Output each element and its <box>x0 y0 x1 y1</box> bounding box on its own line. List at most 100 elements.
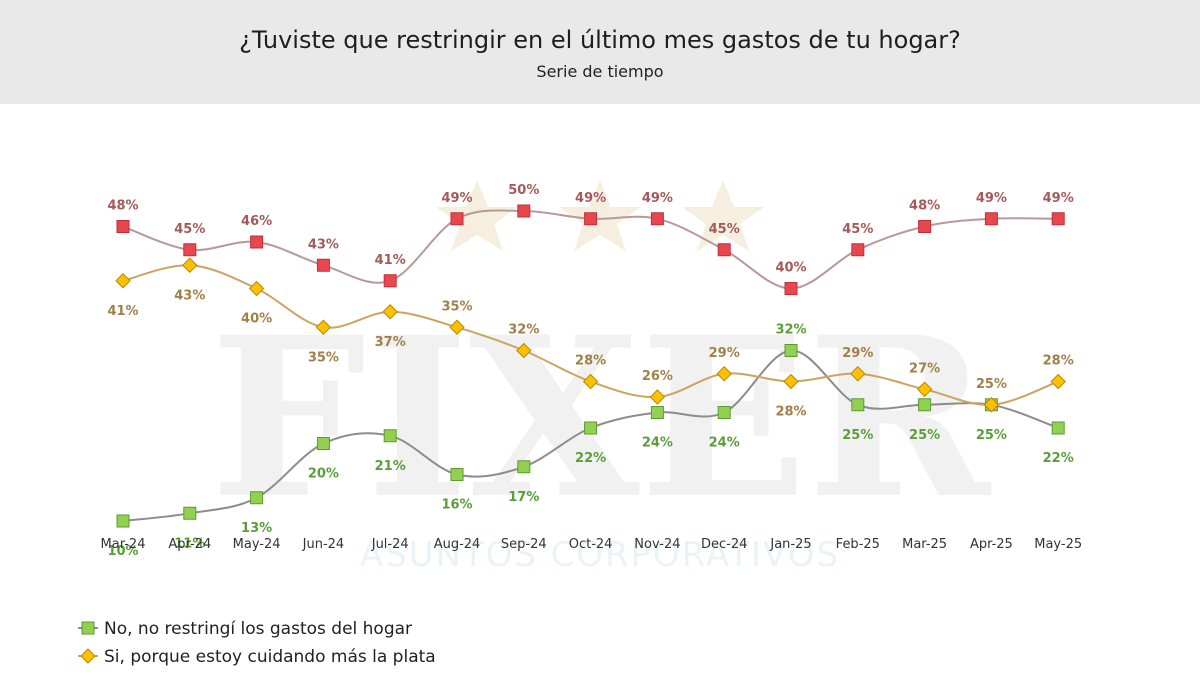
data-point-no-restringi <box>183 506 197 520</box>
data-label-series-3: 49% <box>1043 191 1074 206</box>
watermark-star-icon <box>436 180 518 251</box>
data-label-series-3: 48% <box>107 199 138 214</box>
data-point-series-3 <box>316 258 330 272</box>
data-label-si-cuidando: 28% <box>775 405 806 420</box>
data-label-series-3: 50% <box>508 183 539 198</box>
data-point-no-restringi <box>918 398 932 412</box>
x-tick-label: Jan-25 <box>769 537 811 552</box>
data-label-no-restringi: 24% <box>709 436 740 451</box>
watermark: FIXER ASUNTOS CORPORATIVOS <box>210 180 992 575</box>
data-label-no-restringi: 25% <box>976 428 1007 443</box>
data-point-series-3 <box>650 212 664 226</box>
data-point-no-restringi <box>517 460 531 474</box>
data-label-si-cuidando: 43% <box>174 288 205 303</box>
data-point-no-restringi <box>450 468 464 481</box>
data-label-no-restringi: 10% <box>107 544 138 559</box>
data-label-si-cuidando: 37% <box>375 335 406 350</box>
data-label-series-3: 49% <box>441 191 472 206</box>
data-label-series-3: 49% <box>976 191 1007 206</box>
data-point-si-cuidando <box>516 342 532 359</box>
data-label-no-restringi: 21% <box>375 459 406 474</box>
data-point-si-cuidando <box>115 273 131 289</box>
data-label-si-cuidando: 35% <box>308 350 339 365</box>
x-tick-label: Jun-24 <box>302 537 345 552</box>
data-point-no-restringi <box>1051 421 1065 435</box>
data-label-no-restringi: 16% <box>441 498 472 513</box>
watermark-star-icon <box>682 180 764 251</box>
data-point-no-restringi <box>383 429 397 443</box>
legend-marker-no-restringi <box>81 621 95 635</box>
x-tick-label: Mar-25 <box>902 537 947 552</box>
data-label-series-3: 45% <box>842 222 873 237</box>
data-point-si-cuidando <box>916 381 933 397</box>
data-point-series-3 <box>517 204 531 218</box>
data-label-series-3: 45% <box>174 222 205 237</box>
x-tick-label: Dec-24 <box>701 537 747 552</box>
data-label-no-restringi: 11% <box>174 536 205 551</box>
data-label-series-3: 45% <box>709 222 740 237</box>
watermark-subtext: ASUNTOS CORPORATIVOS <box>360 535 840 575</box>
x-tick-label: Aug-24 <box>434 537 481 552</box>
data-point-si-cuidando <box>382 304 398 320</box>
data-label-si-cuidando: 25% <box>976 377 1007 392</box>
data-point-no-restringi <box>584 421 598 435</box>
data-label-si-cuidando: 28% <box>575 354 606 369</box>
data-label-no-restringi: 17% <box>508 490 539 505</box>
data-point-series-3 <box>784 282 798 295</box>
data-label-si-cuidando: 27% <box>909 361 940 376</box>
data-label-si-cuidando: 35% <box>441 299 472 314</box>
data-label-si-cuidando: 29% <box>842 346 873 361</box>
data-point-si-cuidando <box>983 397 1000 413</box>
data-point-si-cuidando <box>449 319 465 335</box>
data-point-series-3 <box>984 212 998 226</box>
data-point-si-cuidando <box>1050 373 1066 390</box>
data-point-no-restringi <box>250 491 264 505</box>
data-label-si-cuidando: 32% <box>508 323 539 338</box>
data-label-no-restringi: 13% <box>241 521 272 536</box>
watermark-star-icon <box>559 180 641 251</box>
x-tick-label: Sep-24 <box>501 537 547 552</box>
data-label-si-cuidando: 28% <box>1043 354 1074 369</box>
data-label-series-3: 43% <box>308 237 339 252</box>
data-label-series-3: 46% <box>241 214 272 229</box>
data-point-series-3 <box>116 220 130 233</box>
data-point-series-3 <box>1051 212 1065 226</box>
chart-subtitle: Serie de tiempo <box>536 62 664 81</box>
data-point-no-restringi <box>717 406 731 419</box>
x-tick-label: Oct-24 <box>569 537 613 552</box>
data-point-series-3 <box>584 212 598 226</box>
data-label-no-restringi: 25% <box>909 428 940 443</box>
watermark-text: FIXER <box>210 288 992 547</box>
data-point-si-cuidando <box>182 257 198 273</box>
data-point-si-cuidando <box>649 389 666 405</box>
data-point-si-cuidando <box>248 280 265 297</box>
data-point-series-3 <box>183 243 197 257</box>
data-point-series-3 <box>250 235 264 249</box>
legend: No, no restringí los gastos del hogar Si,… <box>78 619 436 667</box>
data-label-series-3: 49% <box>642 191 673 206</box>
data-label-no-restringi: 32% <box>775 323 806 338</box>
x-tick-label: Jul-24 <box>371 537 409 552</box>
data-point-no-restringi <box>316 437 330 450</box>
data-point-si-cuidando <box>716 366 732 382</box>
data-point-si-cuidando <box>850 366 866 382</box>
x-tick-label: Mar-24 <box>101 537 146 552</box>
data-label-si-cuidando: 26% <box>642 369 673 384</box>
x-tick-label: May-25 <box>1034 537 1082 552</box>
x-tick-label: Feb-25 <box>836 537 880 552</box>
chart-title: ¿Tuviste que restringir en el último mes… <box>239 26 961 54</box>
data-point-series-3 <box>851 243 865 257</box>
data-label-no-restringi: 22% <box>1043 451 1074 466</box>
x-tick-label: Apr-25 <box>970 537 1013 552</box>
data-point-no-restringi <box>650 406 664 419</box>
legend-label-si-cuidando: Si, porque estoy cuidando más la plata <box>104 647 436 667</box>
data-point-no-restringi <box>851 398 865 412</box>
x-tick-label: Nov-24 <box>634 537 680 552</box>
data-labels: 10% 11% 13% 20% 21% 16% 17% 22% 24% 24% 32% 25% 25% 2… <box>107 183 1073 559</box>
data-label-series-3: 41% <box>375 253 406 268</box>
data-label-series-3: 49% <box>575 191 606 206</box>
data-label-no-restringi: 25% <box>842 428 873 443</box>
header-bar: ¿Tuviste que restringir en el último mes… <box>0 0 1200 104</box>
x-axis-ticks: Mar-24 Apr-24 May-24 Jun-24 Jul-24 Aug-24 Sep-… <box>101 537 1083 552</box>
